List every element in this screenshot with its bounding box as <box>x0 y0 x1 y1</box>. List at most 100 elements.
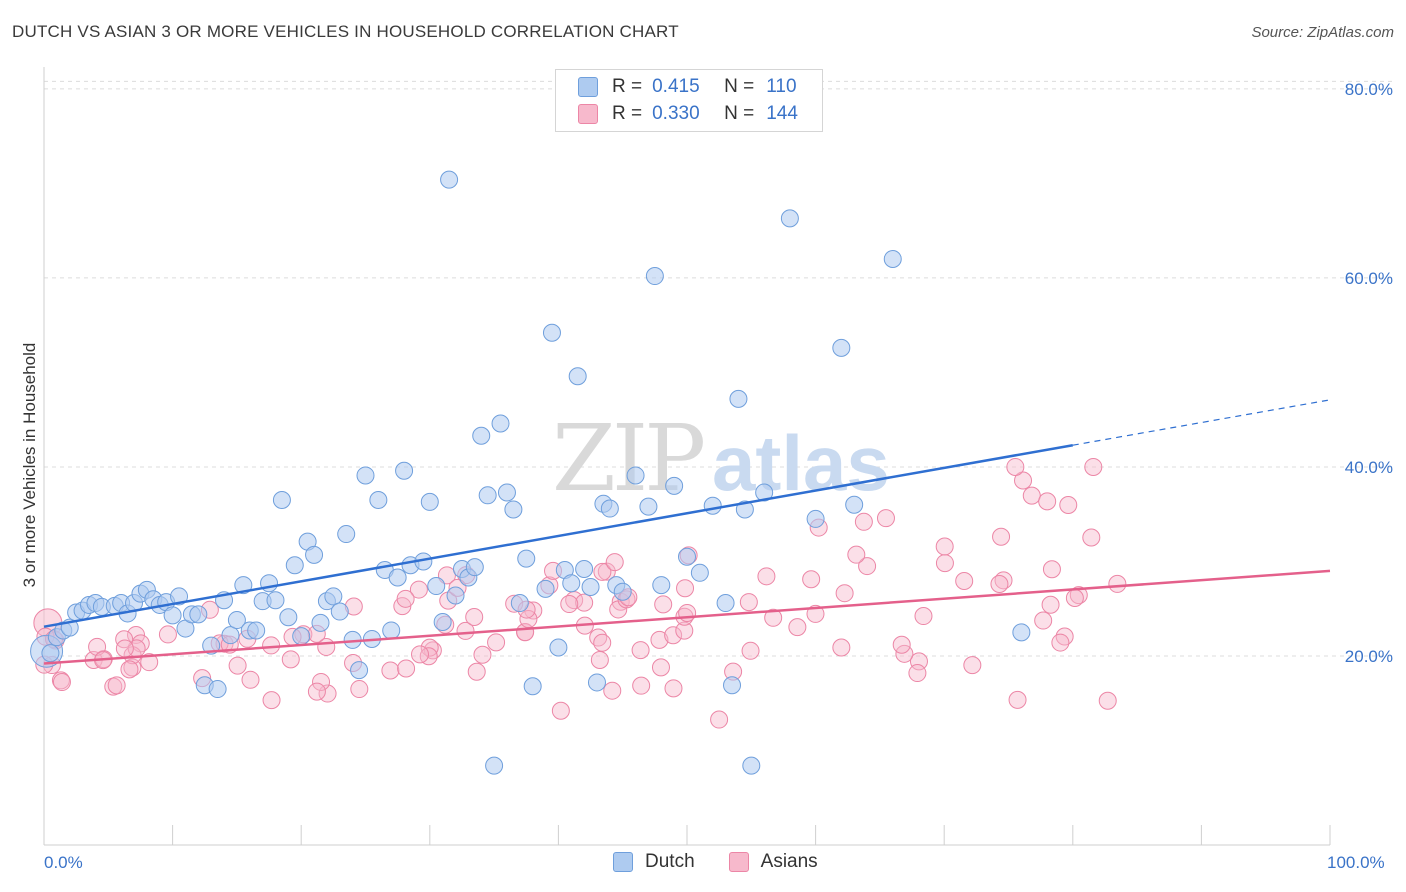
dutch-point <box>472 426 491 445</box>
asian-point <box>1108 574 1127 593</box>
asian-point <box>764 608 783 627</box>
dutch-point <box>755 483 774 502</box>
dutch-point <box>806 509 825 528</box>
dutch-point <box>427 577 446 596</box>
dutch-point <box>369 491 388 510</box>
dutch-point <box>350 661 369 680</box>
dutch-point <box>163 606 182 625</box>
asians-legend-label: Asians <box>760 851 818 872</box>
asian-point <box>603 681 622 700</box>
asian-point <box>990 575 1009 594</box>
legend-item-dutch[interactable]: Dutch <box>613 851 695 873</box>
asian-point <box>1006 457 1025 476</box>
dutch-point <box>41 644 60 663</box>
dutch-point <box>690 563 709 582</box>
asian-point <box>935 537 954 556</box>
dutch-point <box>562 574 581 593</box>
asian-point <box>992 527 1011 546</box>
dutch-point <box>742 756 761 775</box>
asian-point <box>847 545 866 564</box>
dutch-point <box>234 576 253 595</box>
dutch-point <box>600 499 619 518</box>
asian-point <box>88 637 107 656</box>
dutch-point <box>716 594 735 613</box>
dutch-point <box>208 680 227 699</box>
asians-legend-swatch <box>728 852 749 872</box>
asian-point <box>757 567 776 586</box>
asian-point <box>52 673 71 692</box>
dutch-r-value: 0.415 <box>652 76 700 97</box>
dutch-point <box>575 560 594 579</box>
gridlines <box>44 80 1393 657</box>
dutch-point <box>1012 623 1031 642</box>
asian-point <box>1098 691 1117 710</box>
asian-point <box>664 679 683 698</box>
x-tick-min: 0.0% <box>44 853 83 872</box>
dutch-point <box>420 492 439 511</box>
dutch-trendline <box>43 443 1074 628</box>
dutch-point <box>465 558 484 577</box>
asian-point <box>107 676 126 695</box>
dutch-point <box>678 547 696 566</box>
asian-point <box>632 676 651 695</box>
dutch-trendline-projection <box>1072 399 1331 446</box>
asian-point <box>473 645 492 664</box>
asian-point <box>605 553 624 572</box>
asian-point <box>1059 495 1078 514</box>
asian-point <box>858 557 877 576</box>
asian-point <box>1084 457 1103 476</box>
asian-point <box>465 607 484 626</box>
dutch-point <box>395 461 414 480</box>
dutch-legend-swatch <box>613 852 633 872</box>
asian-point <box>1042 560 1061 579</box>
dutch-point <box>549 638 568 657</box>
dutch-n-label: N = <box>724 76 755 97</box>
asian-point <box>955 571 974 590</box>
trendlines <box>43 399 1331 665</box>
dutch-point <box>729 389 748 408</box>
asian-point <box>935 554 954 573</box>
asian-point <box>560 595 579 614</box>
dutch-legend-label: Dutch <box>645 851 695 872</box>
asian-point <box>381 661 400 680</box>
dutch-point <box>324 587 343 606</box>
asian-point <box>1041 595 1060 614</box>
asian-point <box>876 509 895 528</box>
asian-point <box>593 562 612 581</box>
dutch-point <box>523 677 542 696</box>
chart-title: DUTCH VS ASIAN 3 OR MORE VEHICLES IN HOU… <box>12 22 679 41</box>
asian-point <box>158 625 177 644</box>
asians-r-value: 0.330 <box>652 103 700 124</box>
asian-point <box>1051 633 1070 652</box>
asian-point <box>835 584 854 603</box>
dutch-point <box>665 476 684 495</box>
dutch-point <box>446 586 465 605</box>
dutch-n-value: 110 <box>766 76 797 97</box>
dutch-point <box>517 549 536 568</box>
dutch-point <box>227 611 246 630</box>
dutch-point <box>845 495 864 514</box>
dutch-point <box>536 579 555 598</box>
asian-point <box>788 618 807 637</box>
asian-point <box>678 603 697 622</box>
legend-item-asians[interactable]: Asians <box>728 851 818 873</box>
dutch-point <box>433 612 452 631</box>
dutch-point <box>311 613 330 632</box>
asian-point <box>262 636 281 655</box>
dutch-point <box>382 621 401 640</box>
dutch-points <box>30 170 1031 775</box>
source-credit: Source: ZipAtlas.com <box>1251 24 1394 41</box>
asian-point <box>1014 471 1033 490</box>
dutch-point <box>639 497 658 516</box>
dutch-point <box>652 576 671 595</box>
dutch-point <box>247 621 266 640</box>
stats-legend: R = 0.415 N = 110 R = 0.330 N = 144 <box>555 69 823 132</box>
asian-point <box>1065 589 1084 608</box>
asian-point <box>350 680 369 699</box>
dutch-point <box>510 594 529 613</box>
dutch-point <box>388 568 407 587</box>
y-tick-label: 80.0% <box>1345 80 1393 99</box>
asian-point <box>593 633 612 652</box>
asian-point <box>908 664 927 683</box>
